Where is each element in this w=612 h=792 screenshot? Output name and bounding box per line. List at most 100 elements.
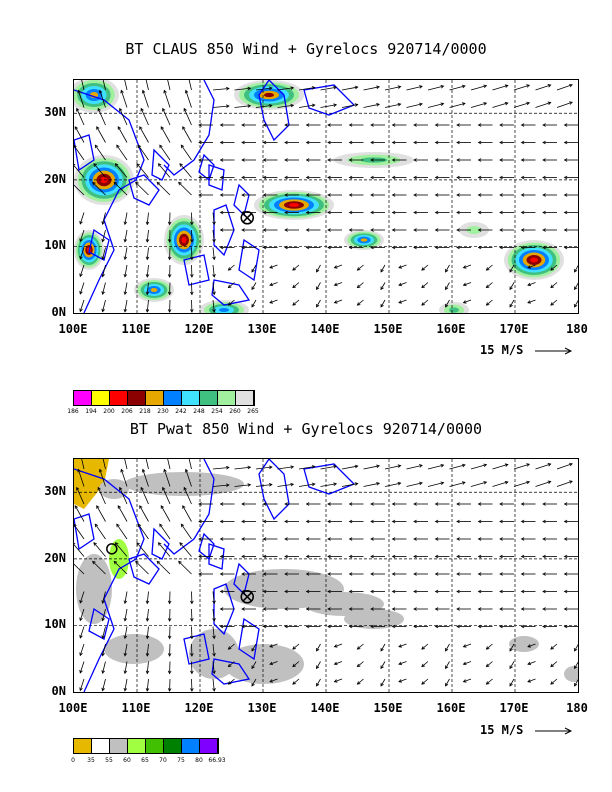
wind-vector-head [101,687,105,692]
wind-vector [316,678,321,687]
wind-vector [102,229,106,242]
wind-vector-head [333,464,338,469]
wind-vector-head [456,175,460,180]
colorbar-swatch [182,391,200,405]
wind-vector-head [268,465,273,470]
wind-vector [146,229,149,242]
wind-vector-head [262,158,267,162]
wind-vector [384,103,401,108]
wind-vector-head [376,103,380,107]
wind-vector [79,264,85,277]
wind-vector [320,86,337,91]
wind-vector [251,299,257,308]
wind-vector [363,465,380,470]
wind-vector-head [190,291,194,296]
lat-label: 10N [44,617,66,632]
wind-vector [102,212,106,225]
wind-vector-head [333,679,338,683]
wind-vector [79,608,85,621]
wind-vector-head [547,480,552,484]
wind-vector-head [123,670,128,675]
wind-vector [492,85,508,91]
wind-vector-head [156,181,161,186]
pwat-shading [224,644,304,684]
wind-vector-head [574,682,578,687]
wind-vector-head [145,635,150,640]
wind-vector [269,299,278,304]
wind-vector [357,264,364,271]
wind-vector-head [262,210,267,215]
wind-vector [463,299,472,304]
wind-vector-head [290,465,295,469]
wind-vector-head [434,140,439,145]
wind-vector-head [92,560,96,565]
wind-vector [79,661,85,674]
wind-vector-head [284,193,288,197]
wind-vector-head [327,554,331,559]
wind-vector [102,608,106,621]
wind-vector [486,661,493,667]
wind-vector [292,678,300,685]
map1-colorbar [73,390,255,406]
wind-vector-head [123,617,128,622]
wind-vector-head [227,663,232,668]
wind-vector-head [190,239,194,243]
wind-vector-head [499,624,503,629]
wind-vector-head [370,175,374,180]
wind-vector-head [116,523,120,528]
colorbar-label: 35 [87,757,95,764]
wind-vector-head [462,265,467,269]
cloud-shading [530,257,538,263]
wind-vector-head [462,282,467,287]
wind-vector-head [499,158,503,162]
lon-label: 180 [566,701,588,715]
wind-vector [527,643,536,648]
wind-vector-head [290,86,295,90]
cloud-shading [150,288,158,292]
wind-vector-head [179,163,183,167]
wind-vector [120,90,128,108]
wind-vector-head [434,158,439,162]
wind-vector-head [198,572,202,576]
map2-panel [73,458,579,693]
wind-vector-head [167,256,172,261]
wind-vector-head [370,245,374,250]
wind-vector-head [140,107,144,112]
wind-vector-head [262,519,267,524]
wind-vector [357,643,364,650]
wind-vector-head [354,85,359,90]
wind-vector-head [123,221,128,226]
pwat-shading [509,636,539,652]
wind-vector-head [509,647,513,652]
wind-vector-head [190,274,194,278]
wind-vector [102,678,106,691]
wind-vector [550,282,558,288]
wind-vector [449,102,466,108]
wind-vector [292,299,300,306]
wind-vector-head [398,282,403,287]
wind-vector-head [477,624,482,629]
wind-vector-head [391,519,396,524]
wind-vector-head [327,140,331,145]
wind-vector-head [370,502,374,506]
wind-vector [124,247,128,260]
wind-vector-head [370,123,374,127]
wind-vector-head [167,618,172,622]
wind-vector-head [251,647,255,652]
wind-vector [380,282,386,290]
wind-vector [160,505,171,522]
lon-label: 110E [121,701,151,715]
wind-vector-head [212,274,216,278]
wind-vector [445,282,450,290]
wind-vector [269,282,278,286]
wind-vector-head [376,464,380,469]
wind-vector-head [182,126,186,130]
wind-vector-head [212,239,216,243]
coastline [211,658,251,685]
wind-vector-head [499,193,503,197]
wind-vector [212,282,215,295]
wind-vector-head [398,661,403,666]
gyre-location-icon [240,211,254,225]
wind-vector [316,282,321,290]
wind-vector-head [370,572,374,576]
